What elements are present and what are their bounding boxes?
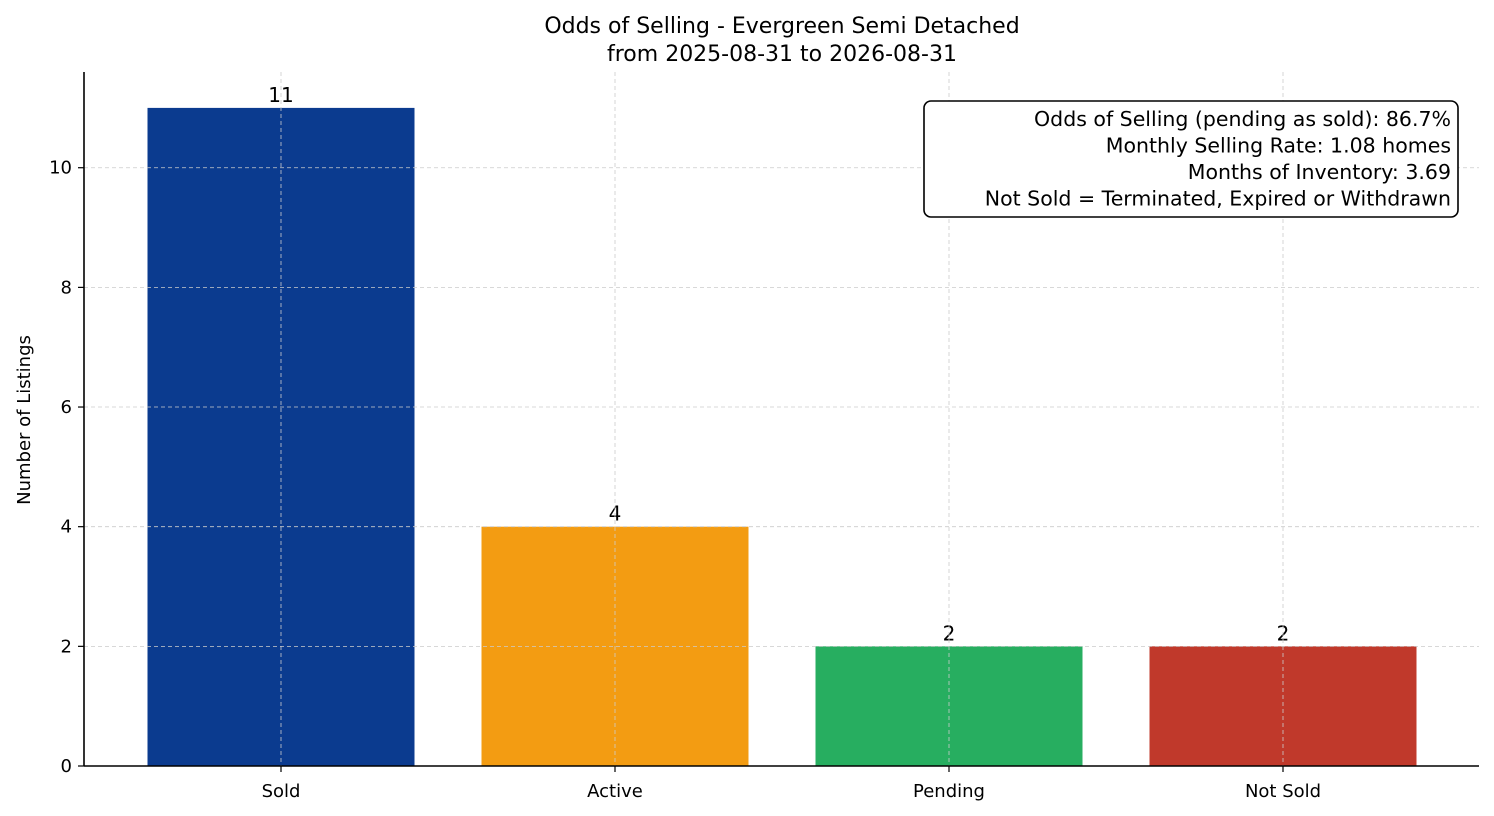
annotation-line: Not Sold = Terminated, Expired or Withdr… [985, 187, 1451, 211]
x-tick-label: Sold [262, 781, 301, 802]
chart-title: Odds of Selling - Evergreen Semi Detache… [544, 14, 1019, 39]
x-tick-label: Active [587, 781, 643, 802]
bar-not-sold [1149, 646, 1417, 766]
y-tick-label: 0 [61, 756, 72, 777]
y-tick-label: 4 [61, 517, 72, 538]
y-tick-label: 6 [61, 397, 72, 418]
annotation-line: Monthly Selling Rate: 1.08 homes [1106, 134, 1451, 158]
x-tick-label: Not Sold [1245, 781, 1321, 802]
axis-layer: 0 2 4 6 8 10 Sold Active Pending Not Sold [49, 72, 1479, 802]
y-tick-label: 2 [61, 636, 72, 657]
chart-subtitle: from 2025-08-31 to 2026-08-31 [607, 42, 957, 67]
y-tick-label: 8 [61, 277, 72, 298]
bar-pending [815, 646, 1083, 766]
y-tick-label: 10 [49, 158, 72, 179]
annotation-box: Odds of Selling (pending as sold): 86.7%… [923, 100, 1459, 218]
x-tick-label: Pending [913, 781, 985, 802]
annotation-line: Months of Inventory: 3.69 [1188, 160, 1451, 184]
y-axis-label: Number of Listings [14, 335, 35, 505]
annotation-line: Odds of Selling (pending as sold): 86.7% [1034, 107, 1451, 131]
annotation-frame [923, 100, 1459, 218]
